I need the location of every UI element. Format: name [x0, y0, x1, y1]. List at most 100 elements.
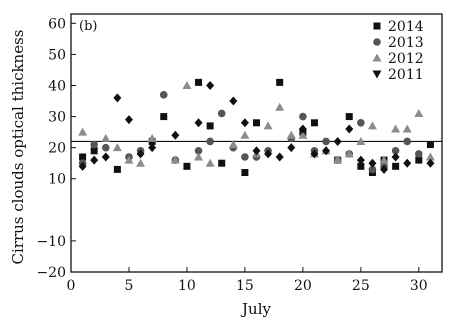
data-point-2011 — [229, 96, 238, 106]
data-point-2011 — [333, 136, 342, 146]
data-point-2011 — [391, 152, 400, 162]
data-point-2011 — [90, 155, 99, 165]
data-point-2012 — [275, 102, 285, 111]
data-point-2013 — [241, 153, 249, 161]
data-point-2011 — [368, 158, 377, 168]
data-point-2014 — [160, 113, 168, 121]
data-point-2012 — [298, 130, 308, 139]
x-axis-title: July — [240, 300, 271, 318]
data-point-2012 — [182, 80, 192, 89]
legend-marker-2013 — [373, 38, 381, 46]
data-point-2012 — [402, 124, 412, 133]
data-point-2012 — [240, 130, 250, 139]
data-point-2013 — [299, 112, 307, 121]
y-tick-label: 30 — [48, 110, 66, 126]
data-point-2013 — [194, 146, 203, 155]
data-point-2014 — [276, 78, 284, 86]
data-point-2013 — [403, 137, 412, 146]
data-point-2014 — [195, 78, 203, 86]
data-point-2013 — [391, 146, 400, 155]
data-point-2012 — [101, 133, 111, 142]
y-tick-label: −20 — [36, 265, 66, 281]
y-tick-label: 50 — [48, 47, 66, 63]
panel-label: (b) — [79, 19, 97, 34]
y-axis-title: Cirrus clouds optical thickness — [9, 30, 27, 265]
legend-marker-2011 — [372, 70, 382, 79]
data-point-2014 — [113, 165, 121, 173]
x-tick-label: 25 — [352, 278, 370, 294]
data-point-2011 — [356, 155, 365, 165]
data-point-2013 — [217, 109, 226, 118]
data-point-2012 — [205, 158, 215, 167]
y-tick-label: 60 — [48, 16, 66, 32]
data-point-2012 — [263, 121, 273, 130]
data-point-2014 — [415, 156, 423, 164]
data-points — [78, 78, 435, 177]
data-point-2011 — [206, 80, 215, 90]
data-point-2011 — [148, 143, 157, 153]
x-tick-label: 0 — [67, 278, 76, 294]
data-point-2011 — [124, 115, 133, 125]
data-point-2011 — [194, 118, 203, 128]
y-tick-label: 20 — [48, 141, 66, 157]
legend-label-2013: 2013 — [388, 35, 424, 51]
plot-area-frame — [70, 13, 443, 273]
data-point-2011 — [252, 146, 261, 156]
data-point-2012 — [136, 158, 146, 167]
data-point-2011 — [240, 118, 249, 128]
data-point-2012 — [286, 130, 296, 139]
legend-marker-2012 — [372, 53, 382, 62]
data-point-2012 — [124, 155, 134, 164]
data-point-2012 — [228, 140, 238, 149]
data-point-2013 — [101, 143, 110, 152]
data-point-2013 — [206, 137, 214, 146]
data-point-2012 — [170, 155, 180, 164]
data-point-2013 — [159, 91, 168, 99]
x-tick-label: 5 — [125, 278, 134, 294]
data-point-2012 — [344, 149, 354, 158]
data-point-2011 — [287, 143, 296, 153]
data-point-2011 — [426, 158, 435, 168]
data-point-2014 — [345, 113, 353, 121]
data-point-2011 — [101, 152, 110, 162]
data-point-2011 — [78, 161, 87, 171]
data-point-2012 — [112, 143, 122, 152]
y-tick-label: −10 — [36, 234, 66, 250]
data-point-2012 — [414, 108, 424, 117]
legend-marker-2014 — [373, 22, 381, 30]
data-point-2014 — [357, 162, 365, 170]
data-point-2013 — [357, 118, 365, 127]
x-tick-label: 10 — [178, 278, 196, 294]
data-point-2012 — [391, 124, 401, 133]
data-point-2012 — [194, 152, 204, 161]
data-point-2011 — [136, 149, 145, 159]
axis-ticks: 0 5 10 15 20 25 30 −20 −10 10 20 30 40 50 60 — [36, 16, 427, 294]
data-point-2011 — [275, 152, 284, 162]
data-point-2014 — [310, 119, 318, 127]
data-point-2011 — [171, 130, 180, 140]
data-point-2014 — [241, 169, 249, 177]
data-point-2013 — [90, 140, 98, 149]
data-point-2011 — [113, 93, 122, 103]
data-point-2014 — [218, 159, 226, 167]
data-point-2012 — [379, 155, 389, 164]
data-point-2012 — [78, 127, 88, 136]
legend-label-2014: 2014 — [388, 19, 424, 35]
data-point-2013 — [368, 165, 377, 174]
data-point-2011 — [380, 164, 389, 174]
data-point-2012 — [333, 155, 343, 164]
data-point-2011 — [322, 146, 331, 156]
x-tick-label: 15 — [236, 278, 254, 294]
data-point-2014 — [426, 141, 434, 149]
data-point-2011 — [345, 124, 354, 134]
data-point-2011 — [264, 149, 273, 159]
data-point-2014 — [90, 147, 98, 155]
data-point-2014 — [79, 153, 87, 161]
data-point-2014 — [253, 119, 260, 127]
data-point-2013 — [415, 150, 423, 158]
x-tick-label: 20 — [294, 278, 312, 294]
data-point-2011 — [310, 149, 319, 159]
data-point-2012 — [356, 136, 366, 145]
